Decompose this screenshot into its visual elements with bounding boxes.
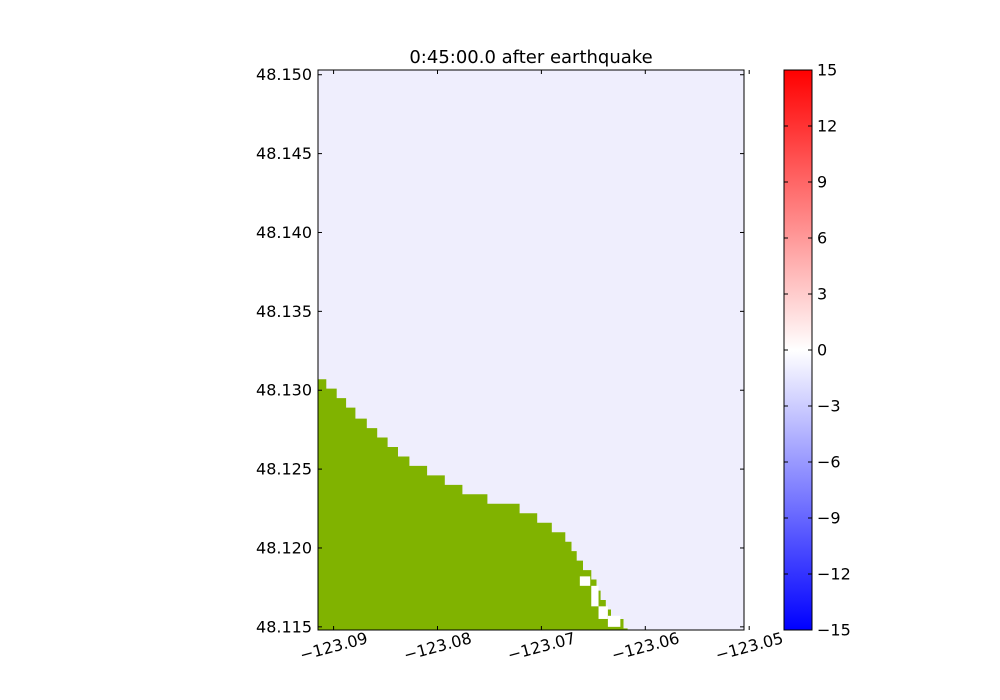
colorbar-tick-label: 12 [817, 117, 837, 136]
dry-cell [591, 585, 599, 607]
y-tick-label: 48.140 [256, 223, 312, 242]
colorbar-tick-label: −12 [817, 565, 851, 584]
y-tick-label: 48.130 [256, 381, 312, 400]
y-tick-label: 48.150 [256, 65, 312, 84]
x-tick-label: −123.05 [713, 628, 785, 664]
colorbar-tick-label: 6 [817, 229, 827, 248]
plot-area [318, 70, 744, 630]
colorbar-tick-label: 3 [817, 285, 827, 304]
colorbar-tick-label: −6 [817, 453, 841, 472]
y-tick-label: 48.145 [256, 144, 312, 163]
colorbar-gradient [783, 69, 813, 631]
colorbar: −15 −12 −9 −6 −3 0 3 6 9 12 15 [783, 61, 851, 640]
plot-frame [317, 69, 745, 631]
y-axis: 48.115 48.120 48.125 48.130 48.135 48.140 48.1… [256, 65, 744, 636]
dry-cell [598, 606, 608, 619]
x-tick-label: −123.07 [506, 628, 578, 664]
chart-title: 0:45:00.0 after earthquake [409, 47, 652, 68]
dry-cell [607, 615, 621, 627]
colorbar-tick-label: −3 [817, 397, 841, 416]
x-tick-label: −123.08 [402, 628, 474, 664]
y-tick-label: 48.135 [256, 302, 312, 321]
y-tick-label: 48.120 [256, 538, 312, 557]
colorbar-tick-label: 15 [817, 61, 837, 80]
y-tick-label: 48.125 [256, 460, 312, 479]
y-tick-label: 48.115 [256, 617, 312, 636]
colorbar-tick-label: 0 [817, 341, 827, 360]
land-region [318, 379, 628, 630]
x-tick-label: −123.06 [609, 628, 681, 664]
colorbar-tick-label: −15 [817, 621, 851, 640]
colorbar-tick-label: 9 [817, 173, 827, 192]
dry-cell [579, 576, 591, 586]
colorbar-tick-label: −9 [817, 509, 841, 528]
